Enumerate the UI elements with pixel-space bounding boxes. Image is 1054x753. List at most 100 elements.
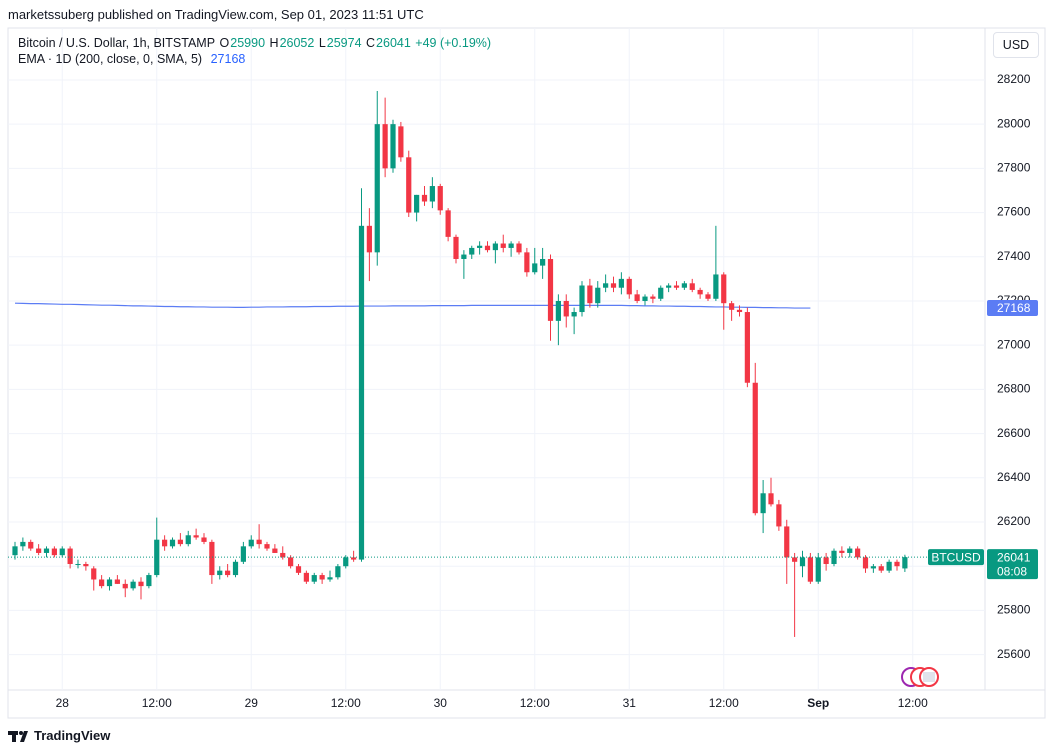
candle-body (603, 283, 609, 288)
y-tick-label: 26400 (997, 470, 1031, 484)
candle-body (894, 561, 900, 567)
price-tag-bg (987, 549, 1038, 580)
candle-body (256, 539, 262, 545)
candle-body (508, 243, 514, 248)
candle-body (154, 539, 160, 576)
y-tick-label: 26600 (997, 426, 1031, 440)
candle-body (736, 309, 743, 313)
candle-body (366, 225, 372, 253)
candle-body (421, 194, 428, 202)
ohlc-value: 25974 (326, 36, 362, 50)
candle-body (729, 303, 735, 310)
candle-body (146, 575, 152, 587)
candle-body (524, 252, 530, 273)
series-legend: Bitcoin / U.S. Dollar, 1h, BITSTAMP O259… (18, 36, 492, 50)
candle-body (610, 283, 617, 288)
x-tick-label: 12:00 (520, 696, 550, 710)
candle-body (587, 285, 593, 304)
candle-body (862, 557, 869, 569)
candle-body (51, 548, 57, 556)
price-tag: 26041 (997, 550, 1031, 564)
ohlc-label: C (366, 36, 376, 50)
flag-icons (901, 667, 939, 687)
candle-body (122, 583, 128, 589)
currency-button[interactable]: USD (993, 32, 1039, 58)
candle-body (658, 287, 664, 299)
candle-body (225, 570, 231, 576)
candle-body (264, 544, 270, 549)
symbol-tag-bg (928, 549, 984, 566)
candle-body (823, 557, 829, 565)
symbol-tag: BTCUSD (931, 550, 981, 564)
ohlc-value: 26052 (279, 36, 315, 50)
candle-body (272, 548, 278, 553)
ema-tag-bg (987, 300, 1038, 317)
y-tick-label: 27600 (997, 205, 1031, 219)
y-tick-label: 28000 (997, 116, 1031, 130)
candle-body (713, 274, 719, 299)
ema-line (14, 302, 811, 309)
flag (923, 672, 935, 682)
candle-body (406, 157, 412, 213)
candle-body (681, 283, 687, 288)
brand-logo (8, 731, 28, 742)
candle-body (295, 566, 302, 573)
brand-name: TradingView (34, 728, 111, 743)
ohlc-label: O (219, 36, 230, 50)
candle-body (138, 581, 144, 587)
candle-body (579, 285, 585, 313)
candle-body (429, 186, 435, 202)
candle-body (20, 541, 26, 547)
candle-body (689, 283, 695, 290)
candle-body (886, 561, 892, 571)
candle-body (469, 247, 475, 255)
candle-body (59, 548, 65, 556)
candle-body (492, 243, 498, 251)
ohlc-value: 25990 (230, 36, 266, 50)
candle-body (847, 548, 853, 553)
y-tick-label: 28200 (997, 72, 1031, 86)
ohlc-label: H (269, 36, 279, 50)
chart-frame (7, 27, 1046, 719)
x-tick-label: 12:00 (331, 696, 361, 710)
candle-body (437, 186, 443, 211)
indicator-legend: EMA · 1D (200, close, 0, SMA, 5) 27168 (18, 52, 246, 66)
candle-body (547, 258, 554, 321)
candle-body (870, 566, 876, 569)
candle-body (201, 537, 207, 542)
x-tick-label: 12:00 (709, 696, 739, 710)
y-tick-label: 27000 (997, 337, 1031, 351)
candle-body (902, 557, 908, 569)
candle-body (414, 194, 420, 213)
candle-body (752, 382, 758, 514)
candle-body (209, 541, 215, 576)
candle-body (311, 575, 317, 582)
candle-body (634, 294, 640, 301)
change-value: +49 (+0.19%) (415, 36, 492, 50)
ema-tag: 27168 (997, 301, 1031, 315)
candle-body (327, 577, 333, 580)
candle-body (673, 285, 680, 288)
candle-body (650, 296, 656, 299)
candle-body (799, 557, 806, 567)
candle-body (248, 539, 254, 547)
candle-body (177, 539, 183, 545)
countdown-tag: 08:08 (997, 564, 1027, 578)
candle-body (390, 124, 396, 169)
candle-body (217, 570, 223, 576)
candle-body (477, 245, 483, 248)
candle-body (280, 552, 286, 558)
x-tick-label: 31 (623, 696, 637, 710)
candle-body (185, 535, 191, 545)
candle-body (288, 557, 294, 567)
candle-body (532, 263, 538, 273)
candle-body (540, 258, 546, 266)
candle-body (319, 575, 325, 580)
candle-body (453, 236, 459, 259)
candle-body (130, 581, 136, 589)
candle-body (114, 579, 120, 584)
candle-body (343, 557, 349, 567)
